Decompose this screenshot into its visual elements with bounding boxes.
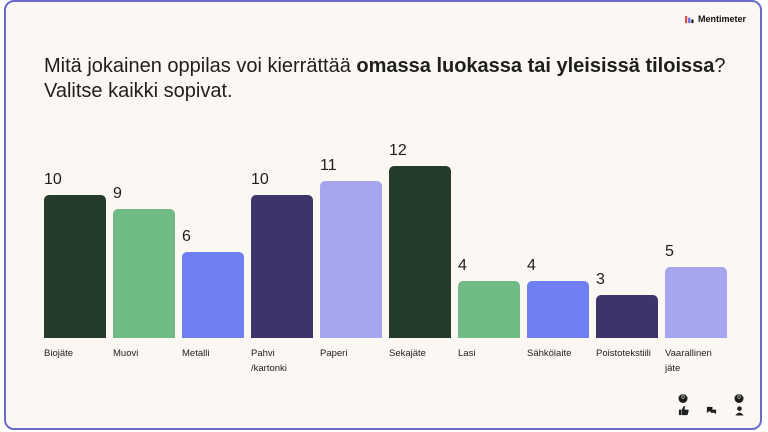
- category-label: Lasi: [458, 348, 476, 359]
- bar-value-label: 10: [44, 171, 62, 188]
- bar-chart: 10 Biojäte 9 Muovi 6 Metalli 10 Pahvi /kartonki…: [6, 2, 760, 428]
- question-text-suffix: ?: [714, 55, 726, 77]
- participants-count-badge: 0: [734, 394, 744, 403]
- bar-8: [527, 280, 589, 338]
- category-label: Pahvi /kartonki: [251, 348, 287, 374]
- reactions-count-badge: 0: [678, 394, 688, 403]
- participants-button[interactable]: 0: [730, 394, 748, 416]
- comments-icon: [706, 406, 716, 415]
- comments-button[interactable]: [702, 394, 720, 416]
- bar-value-label: 4: [458, 256, 467, 274]
- bar-5: [320, 180, 382, 338]
- bar-9: [596, 295, 658, 338]
- bar-10: [665, 266, 727, 338]
- bar-value-label: 9: [113, 185, 122, 203]
- bar-7: [458, 280, 520, 338]
- brand-logo: Mentimeter: [684, 14, 746, 24]
- thumbs-up-icon: [678, 405, 689, 416]
- category-label: Vaarallinen jäte: [665, 348, 712, 374]
- category-label: Metalli: [182, 348, 210, 359]
- bar-6: [389, 166, 451, 338]
- mentimeter-logo-icon: [684, 15, 694, 23]
- participants-icon: [734, 406, 744, 416]
- bar-value-label: 6: [182, 228, 191, 246]
- bar-value-label: 3: [596, 271, 605, 289]
- category-label: Biojäte: [44, 348, 74, 359]
- question-subtitle: Valitse kaikki sopivat.: [44, 80, 233, 102]
- category-label: Poistotekstiili: [596, 348, 651, 359]
- question-text-bold: omassa luokassa tai yleisissä tiloissa: [356, 55, 715, 77]
- bar-1: [44, 195, 106, 338]
- question-title: Mitä jokainen oppilas voi kierrättää oma…: [44, 54, 734, 104]
- bar-value-label: 5: [665, 242, 674, 260]
- category-label: Paperi: [320, 348, 348, 359]
- bar-value-label: 10: [251, 171, 269, 188]
- question-text-prefix: Mitä jokainen oppilas voi kierrättää: [44, 55, 357, 77]
- category-label: Muovi: [113, 348, 139, 359]
- category-label: Sekajäte: [389, 348, 426, 359]
- bar-4: [251, 195, 313, 338]
- bar-value-label: 11: [320, 156, 337, 174]
- bar-3: [182, 252, 244, 338]
- bar-value-label: 4: [527, 256, 536, 274]
- bar-value-label: 12: [389, 142, 407, 160]
- bar-2: [113, 209, 175, 338]
- reactions-button[interactable]: 0: [674, 394, 692, 416]
- slide: Mentimeter Mitä jokainen oppilas voi kie…: [4, 0, 762, 430]
- category-label: Sähkölaite: [527, 348, 572, 359]
- brand-name: Mentimeter: [697, 14, 746, 24]
- footer-toolbar: 0 0: [674, 394, 748, 416]
